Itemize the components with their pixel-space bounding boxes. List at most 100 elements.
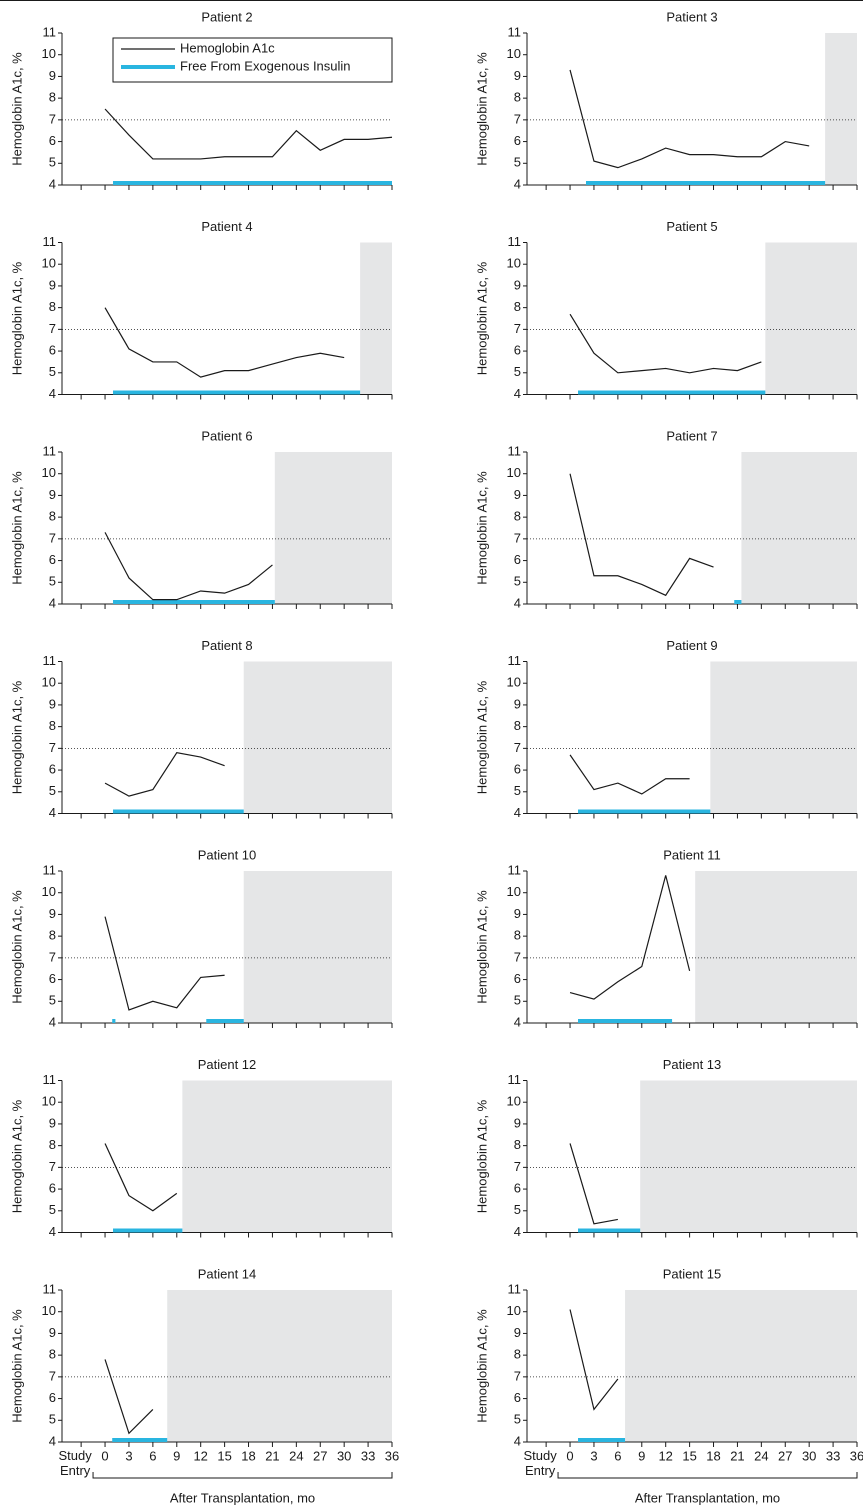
x-tick-label: 0	[101, 1448, 108, 1463]
x-tick-label: 18	[241, 1448, 255, 1463]
y-tick-label: 11	[508, 24, 522, 39]
y-tick-label: 9	[514, 906, 521, 921]
x-tick-label: 3	[590, 1448, 597, 1463]
panel-title: Patient 9	[666, 638, 717, 653]
y-tick-label: 8	[514, 509, 521, 524]
x-tick-label: 21	[730, 1448, 744, 1463]
insulin-free-bar	[113, 1228, 183, 1233]
y-tick-label: 7	[514, 1159, 521, 1174]
hba1c-line	[569, 1143, 618, 1225]
y-tick-label: 9	[514, 1325, 521, 1340]
y-tick-label: 6	[514, 1390, 521, 1405]
x-tick-label: 9	[638, 1448, 645, 1463]
y-tick-label: 11	[43, 234, 57, 249]
insulin-free-bar	[206, 1019, 244, 1023]
y-tick-label: 5	[49, 1412, 56, 1427]
y-tick-label: 8	[49, 509, 56, 524]
y-tick-label: 4	[514, 176, 521, 191]
insulin-free-bar	[734, 600, 742, 604]
y-tick-label: 4	[514, 1014, 521, 1029]
x-tick-label: Study Entry	[524, 1448, 558, 1478]
y-tick-label: 8	[514, 928, 521, 943]
y-tick-label: 6	[514, 1181, 521, 1196]
y-tick-label: 4	[514, 1433, 521, 1448]
hba1c-line	[104, 1359, 154, 1435]
graft-loss-shade	[182, 1080, 392, 1233]
x-tick-label: 6	[149, 1448, 156, 1463]
y-tick-label: 8	[49, 90, 56, 105]
y-tick-label: 11	[508, 234, 522, 249]
panel-title: Patient 13	[663, 1057, 722, 1072]
y-tick-label: 7	[514, 321, 521, 336]
y-tick-label: 8	[514, 718, 521, 733]
y-axis-label: Hemoglobin A1c, %	[9, 1309, 24, 1423]
y-axis-label: Hemoglobin A1c, %	[9, 52, 24, 166]
y-tick-label: 11	[508, 862, 522, 877]
x-tick-label: 33	[361, 1448, 375, 1463]
y-axis-label: Hemoglobin A1c, %	[9, 680, 24, 794]
y-tick-label: 6	[49, 1181, 56, 1196]
y-tick-label: 10	[507, 465, 521, 480]
x-tick-label: 6	[614, 1448, 621, 1463]
y-tick-label: 5	[514, 993, 521, 1008]
y-tick-label: 8	[49, 299, 56, 314]
y-tick-label: 10	[507, 884, 521, 899]
legend-box	[112, 37, 393, 83]
y-tick-label: 8	[49, 1347, 56, 1362]
y-tick-label: 10	[507, 46, 521, 61]
y-axis-label: Hemoglobin A1c, %	[474, 1099, 489, 1213]
y-tick-label: 9	[49, 68, 56, 83]
y-tick-label: 10	[42, 256, 56, 271]
legend-label: Hemoglobin A1c	[180, 40, 275, 55]
y-tick-label: 4	[49, 1014, 56, 1029]
y-tick-label: 8	[514, 1347, 521, 1362]
y-tick-label: 11	[43, 1072, 57, 1087]
graft-loss-shade	[625, 1290, 857, 1442]
y-tick-label: 7	[514, 740, 521, 755]
y-tick-label: 10	[42, 675, 56, 690]
y-axis-label: Hemoglobin A1c, %	[474, 261, 489, 375]
x-tick-label: 24	[754, 1448, 768, 1463]
hba1c-line	[104, 1143, 178, 1212]
graft-loss-shade	[243, 661, 392, 814]
y-tick-label: 7	[514, 1368, 521, 1383]
y-axis-label: Hemoglobin A1c, %	[474, 680, 489, 794]
y-axis-label: Hemoglobin A1c, %	[9, 890, 24, 1004]
y-tick-label: 5	[49, 1202, 56, 1217]
y-tick-label: 5	[49, 993, 56, 1008]
hba1c-line	[104, 752, 225, 797]
y-tick-label: 6	[49, 552, 56, 567]
x-tick-label: 0	[566, 1448, 573, 1463]
x-tick-label: 33	[826, 1448, 840, 1463]
x-bracket	[92, 1472, 393, 1479]
y-tick-label: 7	[49, 321, 56, 336]
panel-title: Patient 3	[666, 9, 717, 24]
graft-loss-shade	[741, 452, 857, 604]
x-tick-label: 15	[682, 1448, 696, 1463]
y-tick-label: 11	[508, 1281, 522, 1296]
y-tick-label: 9	[49, 487, 56, 502]
insulin-free-bar	[578, 1019, 673, 1023]
insulin-free-bar	[578, 1438, 626, 1442]
graft-loss-shade	[825, 33, 857, 185]
panel-title: Patient 2	[201, 9, 252, 24]
panel-title: Patient 12	[198, 1057, 257, 1072]
x-tick-label: 3	[125, 1448, 132, 1463]
x-tick-label: 21	[265, 1448, 279, 1463]
y-tick-label: 6	[514, 552, 521, 567]
y-tick-label: 6	[49, 971, 56, 986]
y-tick-label: 7	[49, 530, 56, 545]
insulin-free-bar	[578, 809, 711, 814]
y-tick-label: 11	[43, 862, 57, 877]
y-tick-label: 9	[49, 277, 56, 292]
hba1c-line	[569, 473, 714, 597]
x-axis-label: After Transplantation, mo	[635, 1490, 780, 1505]
y-tick-label: 10	[42, 46, 56, 61]
hba1c-line	[569, 875, 691, 1000]
y-tick-label: 5	[514, 1412, 521, 1427]
y-tick-label: 11	[508, 1072, 522, 1087]
y-tick-label: 5	[49, 783, 56, 798]
y-axis-label: Hemoglobin A1c, %	[9, 261, 24, 375]
y-tick-label: 5	[49, 574, 56, 589]
